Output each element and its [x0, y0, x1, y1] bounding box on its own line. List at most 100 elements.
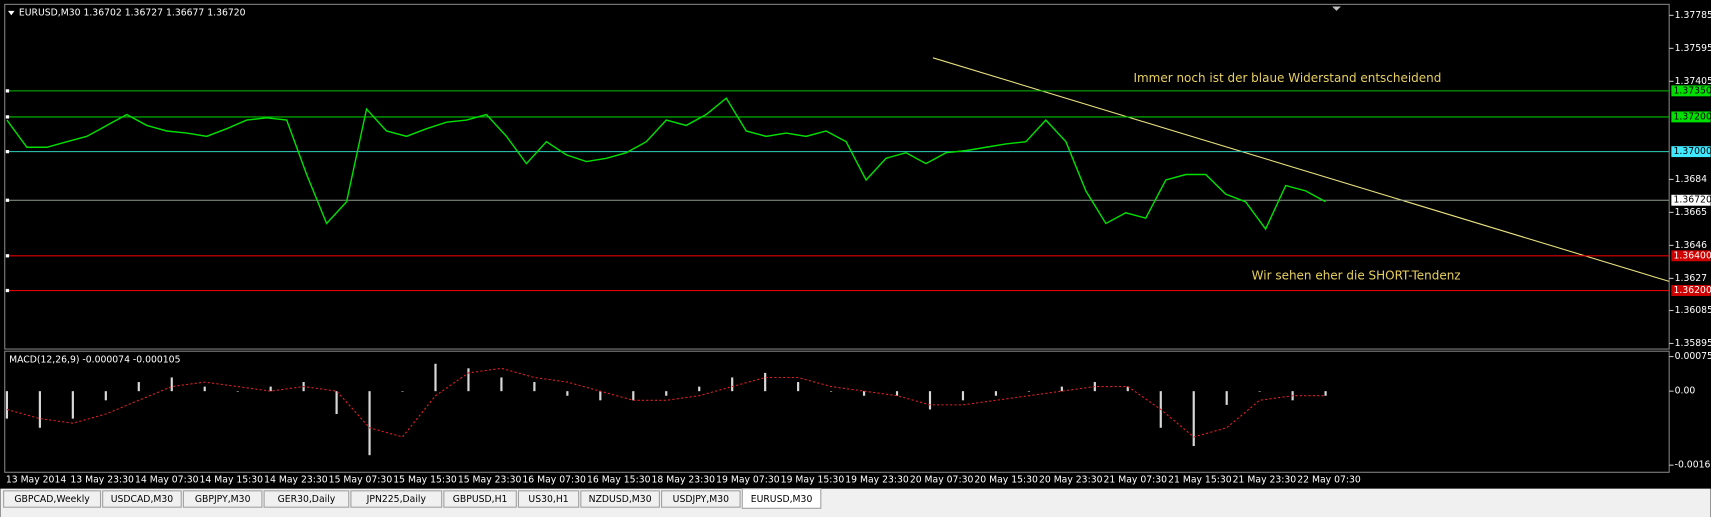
macd-bar [862, 391, 866, 396]
price-line [6, 97, 1326, 231]
time-label: 14 May 23:30 [264, 474, 328, 485]
macd-bar [104, 391, 107, 401]
macd-bar [170, 377, 173, 392]
tab[interactable] [263, 490, 350, 508]
tab-label[interactable]: GER30,Daily [278, 494, 336, 505]
time-label: 22 May 07:30 [1297, 474, 1361, 485]
macd-bar [599, 391, 602, 401]
tab[interactable] [350, 490, 443, 508]
tab[interactable] [661, 490, 741, 508]
price-tick-label: 1.3646 [1675, 240, 1708, 251]
price-tick-label: 1.36085 [1675, 305, 1711, 316]
time-label: 14 May 15:30 [200, 474, 264, 485]
time-label: 15 May 23:30 [458, 474, 522, 485]
macd-bar [764, 372, 767, 392]
macd-bar [467, 368, 470, 392]
time-label: 16 May 07:30 [522, 474, 586, 485]
price-tick-label: 1.37405 [1675, 76, 1711, 87]
level-label: 1.37000 [1674, 146, 1711, 157]
macd-bar [1027, 391, 1030, 392]
time-label: 15 May 15:30 [393, 474, 457, 485]
macd-signal [6, 367, 1326, 438]
price-tick-label: 1.3684 [1675, 174, 1708, 185]
macd-bar [71, 391, 74, 419]
tab-label[interactable]: JPN225,Daily [366, 494, 427, 505]
time-label: 19 May 07:30 [716, 474, 780, 485]
level-anchor [5, 115, 10, 119]
tab[interactable] [443, 490, 517, 508]
time-label: 13 May 23:30 [70, 474, 134, 485]
macd-bar [5, 391, 9, 419]
level-label: 1.37350 [1674, 85, 1711, 96]
macd-bar [928, 391, 932, 410]
time-label: 15 May 07:30 [329, 474, 393, 485]
tab[interactable] [182, 490, 263, 508]
tab[interactable] [3, 490, 102, 508]
time-label: 18 May 23:30 [652, 474, 716, 485]
tab-label[interactable]: NZDUSD,M30 [589, 494, 652, 505]
menu-arrow [8, 10, 15, 16]
macd-tick-label: 0.00 [1675, 386, 1696, 397]
shift-marker [1332, 6, 1341, 11]
macd-bar [961, 391, 965, 401]
level-label-box [1671, 146, 1711, 158]
time-label: 21 May 15:30 [1168, 474, 1232, 485]
macd-bar [203, 386, 206, 392]
macd-bar [1324, 391, 1327, 396]
time-label: 21 May 23:30 [1233, 474, 1297, 485]
price-tick-label: 1.35895 [1675, 338, 1711, 349]
macd-bar [401, 391, 404, 392]
price-tick-label: 1.3627 [1675, 273, 1708, 284]
macd-bar [335, 391, 338, 415]
tab-label[interactable]: USDCAD,M30 [111, 494, 174, 505]
level-label-box [1671, 111, 1711, 123]
tab-label[interactable]: GBPJPY,M30 [195, 494, 251, 505]
level-label: 1.36720 [1674, 195, 1711, 206]
tab-label[interactable]: US30,H1 [528, 494, 568, 505]
tab[interactable] [102, 490, 182, 508]
tab-label[interactable]: GBPUSD,H1 [453, 494, 508, 505]
level-anchor [5, 149, 10, 154]
level-label-box [1671, 85, 1711, 97]
level-anchor [5, 254, 10, 258]
time-label: 16 May 15:30 [587, 474, 651, 485]
level-label: 1.36200 [1674, 285, 1711, 296]
macd-bar [665, 391, 668, 396]
tab-label[interactable]: USDJPY,M30 [673, 494, 729, 505]
annotation: Wir sehen eher die SHORT-Tendenz [1252, 268, 1461, 282]
tab[interactable] [580, 490, 660, 508]
price-tick-label: 1.3665 [1675, 207, 1708, 218]
level-label-box [1671, 285, 1711, 296]
macd-bar [731, 377, 734, 392]
level-label: 1.36400 [1674, 250, 1711, 261]
macd-bar [236, 391, 239, 392]
time-label: 13 May 2014 [6, 474, 67, 485]
level-anchor [5, 89, 10, 93]
macd-bar [1060, 386, 1063, 392]
level-anchor [5, 198, 10, 202]
tab[interactable] [517, 490, 580, 508]
macd-bar [1258, 391, 1261, 392]
macd-bar [368, 391, 371, 456]
macd-bar [269, 386, 272, 392]
time-label: 19 May 15:30 [781, 474, 845, 485]
time-label: 20 May 07:30 [910, 474, 974, 485]
macd-bar [533, 382, 536, 392]
tab[interactable] [741, 488, 822, 509]
time-label: 19 May 23:30 [845, 474, 909, 485]
tab-label[interactable]: GBPCAD,Weekly [14, 494, 90, 505]
macd-bar [434, 363, 437, 392]
macd-tick-label: 0.000757 [1675, 351, 1711, 362]
macd-bar [137, 382, 140, 392]
trend-line [932, 57, 1670, 282]
chart-header: EURUSD,M30 1.36702 1.36727 1.36677 1.367… [19, 8, 246, 19]
macd-bar [500, 377, 503, 392]
macd-bar [566, 391, 569, 396]
tab-label[interactable]: EURUSD,M30 [751, 494, 813, 505]
macd-bar [895, 391, 899, 396]
macd-bar [830, 391, 833, 392]
macd-bar [1192, 391, 1195, 447]
time-label: 20 May 15:30 [974, 474, 1038, 485]
